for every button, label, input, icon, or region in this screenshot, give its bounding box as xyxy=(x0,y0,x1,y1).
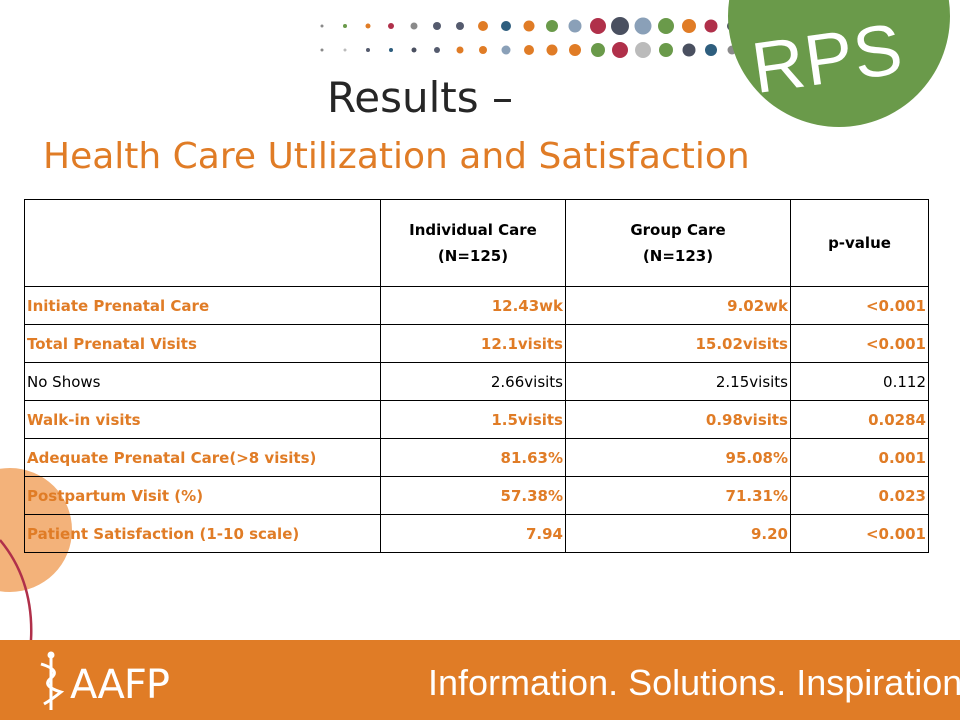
footer-tagline: Information. Solutions. Inspiration. xyxy=(428,662,960,703)
table-row: Walk-in visits 1.5visits 0.98visits 0.02… xyxy=(24,400,929,439)
header-empty xyxy=(24,199,381,287)
row-label: Adequate Prenatal Care(>8 visits) xyxy=(24,438,381,477)
table-row: Initiate Prenatal Care 12.43wk 9.02wk <0… xyxy=(24,286,929,325)
group-value: 95.08% xyxy=(565,438,791,477)
header-individual-title: Individual Care xyxy=(409,221,537,239)
individual-value: 7.94 xyxy=(380,514,566,553)
individual-value: 12.43wk xyxy=(380,286,566,325)
dot-row-bottom xyxy=(320,42,737,58)
header-individual-care: Individual Care (N=125) xyxy=(380,199,566,287)
row-label: Initiate Prenatal Care xyxy=(24,286,381,325)
group-value: 15.02visits xyxy=(565,324,791,363)
row-label: Patient Satisfaction (1-10 scale) xyxy=(24,514,381,553)
page-subtitle: Health Care Utilization and Satisfaction xyxy=(43,136,750,177)
header-p-title: p-value xyxy=(828,234,891,252)
footer-bar: AAFP Information. Solutions. Inspiration… xyxy=(0,640,960,720)
table-row: No Shows 2.66visits 2.15visits 0.112 xyxy=(24,362,929,401)
p-value: <0.001 xyxy=(790,324,929,363)
p-value: 0.112 xyxy=(790,362,929,401)
table-row: Patient Satisfaction (1-10 scale) 7.94 9… xyxy=(24,514,929,553)
dot-row-top xyxy=(320,17,737,35)
results-table: Individual Care (N=125) Group Care (N=12… xyxy=(24,199,929,553)
group-value: 0.98visits xyxy=(565,400,791,439)
group-value: 2.15visits xyxy=(565,362,791,401)
individual-value: 1.5visits xyxy=(380,400,566,439)
header-individual-n: (N=125) xyxy=(437,247,509,265)
p-value: <0.001 xyxy=(790,286,929,325)
individual-value: 2.66visits xyxy=(380,362,566,401)
individual-value: 12.1visits xyxy=(380,324,566,363)
decorative-dot-pattern xyxy=(320,17,737,58)
individual-value: 81.63% xyxy=(380,438,566,477)
row-label: No Shows xyxy=(24,362,381,401)
individual-value: 57.38% xyxy=(380,476,566,515)
aafp-logo-text: AAFP xyxy=(70,662,170,708)
row-label: Postpartum Visit (%) xyxy=(24,476,381,515)
table-row: Adequate Prenatal Care(>8 visits) 81.63%… xyxy=(24,438,929,477)
header-group-care: Group Care (N=123) xyxy=(565,199,791,287)
group-value: 9.02wk xyxy=(565,286,791,325)
table-header-row: Individual Care (N=125) Group Care (N=12… xyxy=(24,199,929,287)
group-value: 9.20 xyxy=(565,514,791,553)
p-value: 0.0284 xyxy=(790,400,929,439)
group-value: 71.31% xyxy=(565,476,791,515)
caduceus-icon xyxy=(40,651,65,710)
table-row: Total Prenatal Visits 12.1visits 15.02vi… xyxy=(24,324,929,363)
p-value: <0.001 xyxy=(790,514,929,553)
header-group-n: (N=123) xyxy=(642,247,714,265)
p-value: 0.023 xyxy=(790,476,929,515)
header-p-value: p-value xyxy=(790,199,929,287)
row-label: Total Prenatal Visits xyxy=(24,324,381,363)
table-row: Postpartum Visit (%) 57.38% 71.31% 0.023 xyxy=(24,476,929,515)
p-value: 0.001 xyxy=(790,438,929,477)
header-group-title: Group Care xyxy=(630,221,726,239)
page-title: Results – xyxy=(327,73,514,122)
row-label: Walk-in visits xyxy=(24,400,381,439)
